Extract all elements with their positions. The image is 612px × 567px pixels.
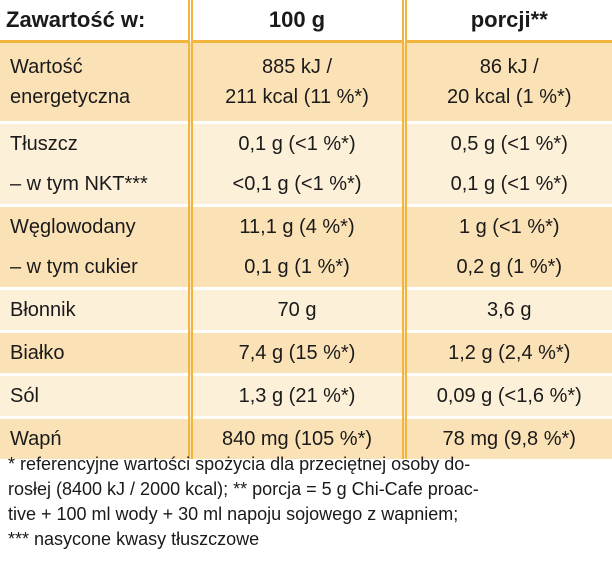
value-line: 86 kJ / (479, 56, 539, 78)
table-row-saturated-fat: – w tym NKT*** <0,1 g (<1 %*) 0,1 g (<1 … (0, 164, 612, 206)
value-portion: 86 kJ / 20 kcal (1 %*) (401, 41, 612, 123)
footnote-line: tive + 100 ml wody + 30 ml napoju sojowe… (8, 504, 459, 524)
value-portion: 1 g (<1 %*) (401, 204, 612, 247)
header-per-portion: porcji** (401, 0, 612, 43)
value-100g: 840 mg (105 %*) (187, 416, 404, 459)
nutrition-table: Zawartość w: 100 g porcji** Wartość ener… (0, 0, 612, 459)
table-row-energy: Wartość energetyczna 885 kJ / 211 kcal (… (0, 41, 612, 123)
table-header-row: Zawartość w: 100 g porcji** (0, 0, 612, 43)
value-portion: 0,09 g (<1,6 %*) (401, 373, 612, 418)
footnote-line: * referencyjne wartości spożycia dla prz… (8, 454, 471, 474)
value-portion: 0,5 g (<1 %*) (401, 121, 612, 164)
value-portion: 78 mg (9,8 %*) (401, 416, 612, 459)
value-line: 211 kcal (11 %*) (225, 86, 369, 108)
value-100g: 885 kJ / 211 kcal (11 %*) (187, 41, 404, 123)
table-row-salt: Sól 1,3 g (21 %*) 0,09 g (<1,6 %*) (0, 373, 612, 418)
row-label: Wapń (0, 416, 190, 459)
table-row-protein: Białko 7,4 g (15 %*) 1,2 g (2,4 %*) (0, 330, 612, 375)
value-100g: 0,1 g (<1 %*) (187, 121, 404, 164)
value-line: 885 kJ / (261, 56, 333, 78)
footnote-line: *** nasycone kwasy tłuszczowe (8, 529, 260, 549)
table-row-fiber: Błonnik 70 g 3,6 g (0, 287, 612, 332)
row-label: Białko (0, 330, 190, 375)
row-label-line: Wartość (10, 56, 83, 78)
value-portion: 3,6 g (401, 287, 612, 332)
row-label: Sól (0, 373, 190, 418)
value-portion: 0,2 g (1 %*) (401, 247, 612, 289)
footnote: * referencyjne wartości spożycia dla prz… (8, 452, 608, 552)
value-portion: 0,1 g (<1 %*) (401, 164, 612, 206)
row-label: Błonnik (0, 287, 190, 332)
value-100g: 1,3 g (21 %*) (187, 373, 404, 418)
table-row-carbohydrates: Węglowodany 11,1 g (4 %*) 1 g (<1 %*) (0, 204, 612, 247)
header-content: Zawartość w: (0, 0, 190, 43)
value-100g: 11,1 g (4 %*) (187, 204, 404, 247)
table-row-calcium: Wapń 840 mg (105 %*) 78 mg (9,8 %*) (0, 416, 612, 459)
row-label: – w tym cukier (0, 247, 190, 289)
row-label: Węglowodany (0, 204, 190, 247)
header-per-100g: 100 g (187, 0, 404, 43)
table-row-sugar: – w tym cukier 0,1 g (1 %*) 0,2 g (1 %*) (0, 247, 612, 289)
value-100g: 0,1 g (1 %*) (187, 247, 404, 289)
value-100g: 7,4 g (15 %*) (187, 330, 404, 375)
value-line: 20 kcal (1 %*) (447, 86, 572, 108)
footnote-line: rosłej (8400 kJ / 2000 kcal); ** porcja … (8, 479, 479, 499)
row-label: Tłuszcz (0, 121, 190, 164)
row-label-line: energetyczna (10, 86, 131, 108)
row-label: Wartość energetyczna (0, 41, 190, 123)
row-label: – w tym NKT*** (0, 164, 190, 206)
value-portion: 1,2 g (2,4 %*) (401, 330, 612, 375)
value-100g: 70 g (187, 287, 404, 332)
value-100g: <0,1 g (<1 %*) (187, 164, 404, 206)
table-row-fat: Tłuszcz 0,1 g (<1 %*) 0,5 g (<1 %*) (0, 121, 612, 164)
